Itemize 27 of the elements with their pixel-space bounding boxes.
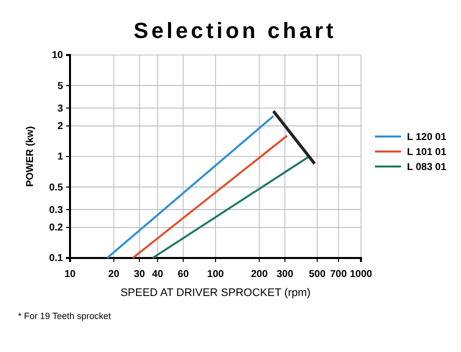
x-tick-label: 1000 [350,269,373,280]
x-tick-label: 30 [134,269,146,280]
x-tick-label: 300 [276,269,294,280]
x-tick-label: 60 [178,269,190,280]
x-tick-label: 500 [308,269,326,280]
y-tick-label: 2 [57,121,64,132]
text: * For 19 Teeth sprocket [18,311,112,321]
x-tick-label: 20 [108,269,120,280]
x-tick-label: 100 [207,269,224,280]
y-tick-label: 5 [57,80,64,92]
x-tick-label: 40 [152,269,164,280]
y-tick-label: 3 [57,103,64,114]
y-tick-label: 0.1 [49,253,64,264]
x-tick-label: 200 [250,269,268,280]
x-axis-title: SPEED AT DRIVER SPROCKET (rpm) [120,287,311,299]
chart-title: Selection chart [134,18,336,43]
legend-label: L 120 01 [407,132,447,143]
y-tick-label: 10 [52,50,64,62]
y-tick-label: 0.5 [49,182,64,194]
y-tick-label: 0.2 [49,222,64,234]
legend-label: L 101 01 [407,147,447,158]
y-tick-label: 0.3 [49,204,64,216]
x-tick-label: 10 [64,269,76,280]
x-tick-label: 700 [330,269,348,280]
y-tick-label: 1 [57,152,64,163]
legend-label: L 083 01 [407,162,447,173]
y-axis-title: POWER (kw) [25,126,36,187]
